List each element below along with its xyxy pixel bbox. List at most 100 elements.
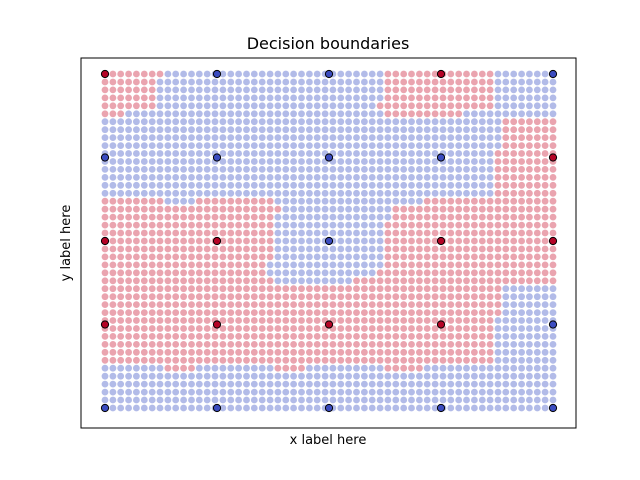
mesh-point [148,253,156,261]
mesh-point [125,86,132,94]
mesh-point [133,261,140,269]
mesh-point [148,213,156,221]
mesh-point [282,364,290,372]
mesh-point [172,341,180,348]
mesh-point [423,285,431,293]
mesh-point [290,388,297,396]
mesh-point [235,364,243,372]
mesh-point [290,142,297,150]
mesh-point [510,78,518,86]
mesh-point [164,213,172,221]
mesh-point [250,78,258,86]
mesh-point [353,102,360,110]
mesh-point [471,189,478,197]
mesh-point [243,285,250,293]
mesh-point [337,396,345,404]
mesh-point [329,333,337,340]
mesh-point [502,126,510,134]
mesh-point [227,309,235,316]
mesh-point [148,325,156,332]
mesh-point [502,356,510,364]
mesh-point [321,333,329,340]
mesh-point [337,158,345,165]
mesh-point [109,285,117,293]
mesh-point [400,253,408,261]
mesh-point [274,317,282,324]
mesh-point [463,404,470,412]
mesh-point [298,372,305,380]
mesh-point [345,380,352,388]
mesh-point [188,229,195,237]
mesh-point [416,102,423,110]
mesh-point [164,269,172,277]
mesh-point [384,150,392,157]
mesh-point [321,78,329,86]
mesh-point [227,380,235,388]
mesh-point [455,396,463,404]
mesh-point [455,356,463,364]
mesh-point [416,293,423,301]
x-axis-label: x label here [290,433,367,448]
mesh-point [282,404,290,412]
mesh-point [502,404,510,412]
mesh-point [416,181,423,189]
mesh-point [282,356,290,364]
mesh-point [447,261,455,269]
mesh-point [258,309,266,316]
mesh-point [180,341,188,348]
mesh-point [101,269,109,277]
mesh-point [455,404,463,412]
mesh-point [416,213,423,221]
mesh-point [526,237,533,245]
mesh-point [337,356,345,364]
mesh-point [321,388,329,396]
mesh-point [298,213,305,221]
mesh-point [361,341,368,348]
mesh-point [400,317,408,324]
mesh-point [164,94,172,102]
mesh-point [329,348,337,356]
mesh-point [313,102,321,110]
mesh-point [400,205,408,213]
mesh-point [463,102,470,110]
mesh-point [133,301,140,308]
mesh-point [541,150,549,157]
mesh-point [376,364,384,372]
mesh-point [211,94,219,102]
mesh-point [384,348,392,356]
mesh-point [235,301,243,308]
mesh-point [180,205,188,213]
mesh-point [172,221,180,229]
mesh-point [526,396,533,404]
mesh-point [463,70,470,78]
mesh-point [219,301,227,308]
mesh-point [188,181,195,189]
mesh-point [463,158,470,165]
mesh-point [455,118,463,126]
mesh-point [478,277,486,285]
mesh-point [274,78,282,86]
mesh-point [227,285,235,293]
mesh-point [376,94,384,102]
mesh-point [502,134,510,142]
mesh-point [533,277,541,285]
mesh-point [298,380,305,388]
mesh-point [235,277,243,285]
mesh-point [423,348,431,356]
mesh-point [337,181,345,189]
mesh-point [423,245,431,253]
mesh-point [494,333,502,340]
mesh-point [290,364,297,372]
mesh-point [376,388,384,396]
mesh-point [447,285,455,293]
mesh-point [306,245,313,253]
mesh-point [290,110,297,118]
mesh-point [321,126,329,134]
mesh-point [376,197,384,205]
mesh-point [313,317,321,324]
mesh-point [125,229,132,237]
mesh-point [463,348,470,356]
mesh-point [203,380,211,388]
mesh-point [140,325,148,332]
mesh-point [416,126,423,134]
